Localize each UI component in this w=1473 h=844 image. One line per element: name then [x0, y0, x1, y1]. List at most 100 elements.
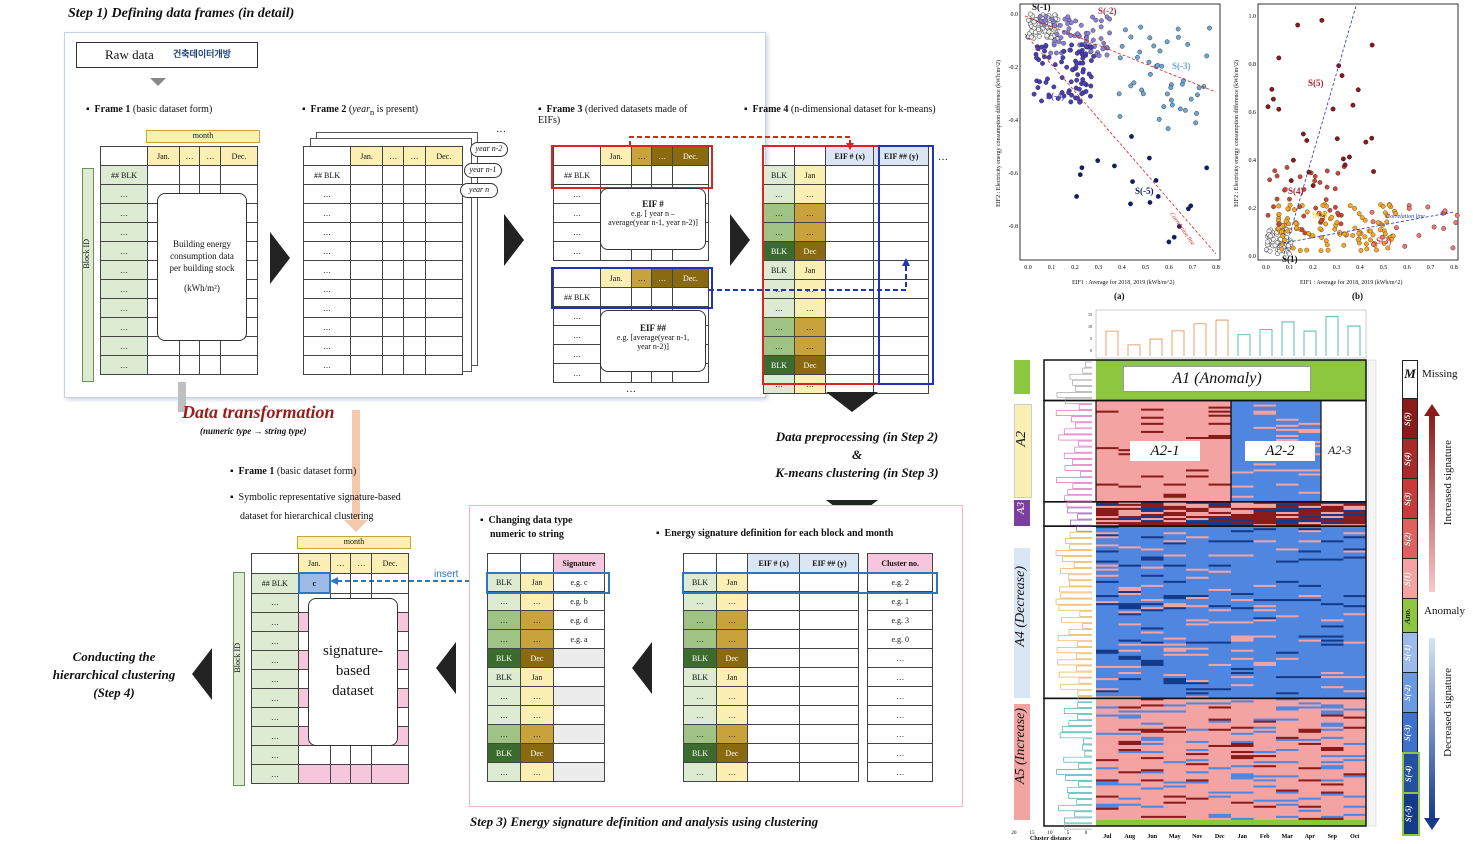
- heatmap-cell: [1118, 540, 1142, 543]
- heatmap-cell: [1253, 805, 1277, 809]
- heatmap-cell: [1186, 550, 1209, 553]
- heatmap-cell: [1163, 416, 1187, 420]
- heatmap-cell: [1096, 578, 1119, 582]
- heatmap-cell: [1253, 718, 1277, 722]
- heatmap-cell: [1186, 578, 1209, 582]
- heatmap-cell: [1343, 819, 1367, 823]
- left-dendro-branch: [1074, 811, 1092, 818]
- heatmap-cell: [1321, 807, 1344, 811]
- heatmap-cell: [1118, 653, 1142, 657]
- heatmap-cell: [1163, 749, 1187, 752]
- heatmap-cell: [1163, 676, 1187, 679]
- heatmap-cell: [1343, 607, 1367, 610]
- heatmap-cell: [1253, 765, 1277, 768]
- heatmap-cell: [1298, 819, 1322, 823]
- heatmap-cell: [1276, 560, 1299, 564]
- heatmap-cell: [1231, 538, 1254, 541]
- heatmap-cell: [1298, 394, 1322, 397]
- heatmap-cell: [1208, 418, 1232, 422]
- heatmap-cell: [1163, 364, 1187, 367]
- heatmap-cell: [1096, 528, 1119, 531]
- heatmap-cell: [1118, 599, 1142, 602]
- left-dendro-branch: [1083, 738, 1092, 745]
- heatmap-cell: [1118, 789, 1142, 792]
- scatter-b-point: [1297, 204, 1302, 210]
- scatter-a-point: [1039, 98, 1044, 104]
- heatmap-cell: [1141, 789, 1164, 792]
- heatmap-cell: [1118, 759, 1142, 762]
- heatmap-cell: [1208, 623, 1232, 626]
- heatmap-cell: [1186, 522, 1209, 525]
- heatmap-cell: [1231, 700, 1254, 703]
- heatmap-cell: [1253, 578, 1277, 582]
- left-dendro-branch: [1063, 428, 1092, 435]
- heatmap-cell: [1321, 593, 1344, 596]
- scatter-b-point: [1282, 237, 1288, 243]
- heatmap-cell: [1096, 390, 1119, 393]
- heatmap-cell: [1231, 526, 1254, 529]
- heatmap-cell: [1321, 817, 1344, 821]
- heatmap-cell: [1343, 455, 1367, 458]
- heatmap-cell: [1231, 530, 1254, 533]
- heatmap-cell: [1163, 653, 1187, 657]
- heatmap-cell: [1186, 653, 1209, 657]
- heatmap-cell: [1253, 803, 1277, 807]
- heatmap-cell: [1276, 360, 1299, 363]
- heatmap-cell: [1298, 771, 1322, 774]
- heatmap-cell: [1141, 410, 1164, 414]
- heatmap-cell: [1321, 374, 1344, 377]
- heatmap-cell: [1231, 534, 1254, 537]
- heatmap-cell: [1096, 584, 1119, 588]
- heatmap-cell: [1141, 497, 1164, 501]
- heatmap-cell: [1096, 552, 1119, 555]
- heatmap-cell: [1186, 406, 1209, 410]
- heatmap-cell: [1141, 562, 1164, 566]
- heatmap-cell: [1298, 669, 1322, 673]
- heatmap-cell: [1321, 491, 1344, 495]
- heatmap-cell: [1118, 449, 1142, 452]
- heatmap-cell: [1231, 663, 1254, 667]
- heatmap-cell: [1163, 744, 1187, 748]
- heatmap-cell: [1096, 495, 1119, 499]
- heatmap-cell: [1186, 396, 1209, 399]
- heatmap-cell: [1118, 509, 1142, 513]
- heatmap-cell: [1118, 477, 1142, 480]
- heatmap-cell: [1343, 475, 1367, 478]
- heatmap-cell: [1163, 627, 1187, 630]
- heatmap-cell: [1096, 659, 1119, 663]
- heatmap-cell: [1298, 765, 1322, 768]
- scatter-a-point: [1207, 25, 1212, 31]
- left-dendro-branch: [1060, 568, 1092, 575]
- heatmap-cell: [1163, 724, 1187, 728]
- heatmap-cell: [1118, 700, 1142, 703]
- heatmap-cell: [1118, 475, 1142, 478]
- scatter-a-point: [1074, 77, 1080, 83]
- heatmap-cell: [1163, 475, 1187, 478]
- scatter-a-point: [1025, 17, 1031, 23]
- heatmap-cell: [1096, 789, 1119, 792]
- heatmap-cell: [1096, 370, 1119, 373]
- heatmap-cell: [1096, 815, 1119, 819]
- heatmap-cell: [1141, 550, 1164, 553]
- heatmap-cell: [1118, 726, 1142, 730]
- heatmap-cell: [1163, 712, 1187, 715]
- heatmap-cell: [1231, 621, 1254, 624]
- heatmap-cell: [1231, 779, 1254, 782]
- heatmap-cell: [1321, 740, 1344, 744]
- heatmap-cell: [1141, 637, 1164, 640]
- heatmap-cell: [1208, 633, 1232, 636]
- heatmap-cell: [1186, 755, 1209, 758]
- heatmap-cell: [1141, 424, 1164, 428]
- heatmap-cell: [1163, 558, 1187, 561]
- heatmap-cell: [1118, 552, 1142, 555]
- heatmap-cell: [1298, 588, 1322, 592]
- heatmap-cell: [1096, 643, 1119, 647]
- heatmap-cell: [1163, 736, 1187, 740]
- heatmap-cell: [1298, 439, 1322, 442]
- heatmap-cell: [1118, 392, 1142, 395]
- heatmap-cell: [1208, 813, 1232, 817]
- heatmap-cell: [1231, 619, 1254, 622]
- heatmap-cell: [1321, 580, 1344, 584]
- heatmap-cell: [1276, 777, 1299, 780]
- left-dendro-branch: [1082, 367, 1092, 374]
